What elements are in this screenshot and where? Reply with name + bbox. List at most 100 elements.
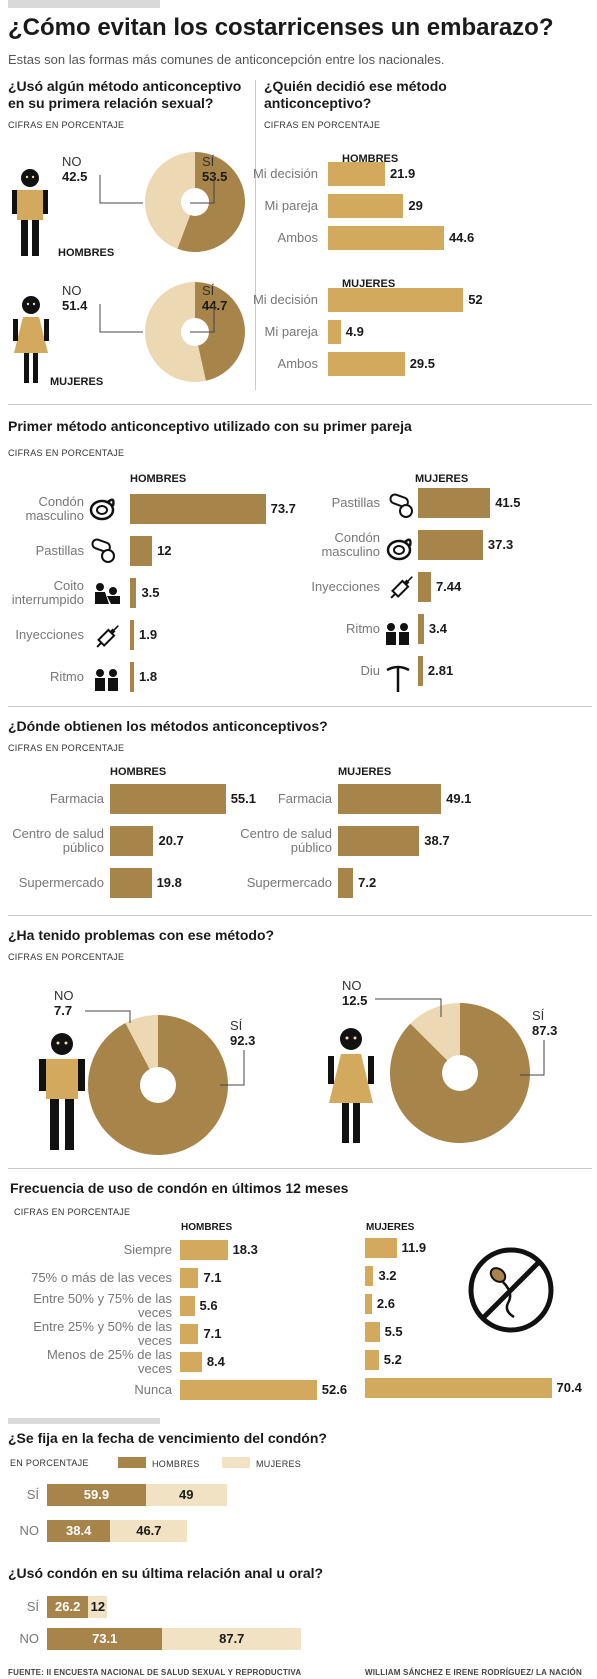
- q3-unit: CIFRAS EN PORCENTAJE: [8, 448, 125, 458]
- q1-m-no: NO 51.4: [62, 283, 88, 313]
- syringe-icon: [96, 625, 119, 648]
- q7-title: ¿Se fija en la fecha de vencimiento del …: [8, 1430, 327, 1446]
- bar-value: 12: [157, 543, 172, 558]
- q8-title: ¿Usó condón en su última relación anal u…: [8, 1565, 324, 1581]
- bar-value: 52.6: [321, 1382, 348, 1397]
- page-subtitle: Estas son las formas más comunes de anti…: [8, 52, 445, 67]
- pie-slice-no: [145, 152, 195, 249]
- q6-mujeres-label: MUJERES: [366, 1222, 415, 1233]
- q5-unit: CIFRAS EN PORCENTAJE: [8, 952, 125, 962]
- q5-m-si-leader: [520, 1040, 545, 1076]
- bar: [418, 656, 423, 686]
- bar-value: 7.1: [203, 1326, 222, 1341]
- bar-label: Menos de 25% de las veces: [46, 1347, 172, 1376]
- bar-label: Siempre: [123, 1242, 172, 1257]
- bar: [130, 494, 266, 524]
- pie-hole: [442, 1055, 478, 1091]
- stack-segment: 73.1: [47, 1628, 163, 1650]
- bar-label: Entre 25% y 50% de las veces: [33, 1319, 172, 1348]
- q1-h-si: SÍ 53.5: [202, 154, 228, 184]
- bar: [180, 1380, 317, 1400]
- q4-mujeres-label: MUJERES: [338, 766, 392, 778]
- woman-icon: [328, 1028, 374, 1143]
- q1-h-no-leader: [99, 175, 143, 204]
- bar-label: Farmacia: [49, 791, 104, 806]
- bar: [418, 488, 491, 518]
- bar-label: Pastillas: [331, 495, 380, 510]
- bar-value: 2.6: [376, 1296, 395, 1311]
- bar-value: 5.6: [199, 1298, 218, 1313]
- q6-unit: CIFRAS EN PORCENTAJE: [14, 1207, 131, 1217]
- q2-mujeres-label: MUJERES: [342, 278, 396, 290]
- bar-label: Diu: [360, 663, 380, 678]
- bar: [365, 1378, 552, 1398]
- bar-label: Ambos: [277, 230, 318, 245]
- q4-title: ¿Dónde obtienen los métodos anticoncepti…: [8, 718, 328, 734]
- bar: [338, 868, 354, 898]
- stack-category: NO: [19, 1523, 40, 1538]
- bar: [365, 1238, 397, 1258]
- q1-unit: CIFRAS EN PORCENTAJE: [8, 120, 125, 130]
- pie-q5-hombres: [87, 1015, 228, 1155]
- q5-h-no: NO 7.7: [54, 988, 74, 1018]
- stack-segment: 38.4: [47, 1520, 111, 1542]
- bar-value: 5.2: [383, 1352, 402, 1367]
- bar: [110, 868, 152, 898]
- q5-h-si-leader: [220, 1050, 245, 1086]
- bar-value: 20.7: [158, 833, 184, 848]
- q1-h-si-leader: [190, 175, 215, 204]
- man-icon: [39, 1033, 85, 1150]
- q5-m-no-leader: [375, 998, 442, 1017]
- bar: [180, 1240, 228, 1260]
- legend-label-mujeres: MUJERES: [256, 1459, 302, 1469]
- bar-value: 29.5: [409, 356, 435, 371]
- bar-value: 7.2: [358, 875, 377, 890]
- bar: [328, 320, 341, 344]
- pie-slice-si: [177, 152, 246, 252]
- stack-segment: 59.9: [47, 1484, 146, 1506]
- q3-mujeres-label: MUJERES: [415, 473, 469, 485]
- syringe-icon: [390, 576, 413, 599]
- bar: [130, 620, 134, 650]
- pie-q1-mujeres: [144, 282, 245, 382]
- q5-h-no-leader: [85, 1010, 131, 1023]
- bar-label: Centro de salud público: [240, 826, 332, 855]
- q1-mujeres-label: MUJERES: [50, 376, 104, 388]
- pie-slice-no: [410, 1003, 460, 1073]
- pie-q5-mujeres: [390, 1003, 530, 1143]
- q5-m-si: SÍ 87.3: [532, 1008, 558, 1038]
- couple-icon: [386, 623, 409, 645]
- bar: [110, 826, 154, 856]
- bar-value: 1.8: [139, 669, 158, 684]
- bar-value: 49.1: [446, 791, 472, 806]
- bar-value: 37.3: [487, 537, 514, 552]
- pill-icon: [91, 538, 115, 563]
- bar-value: 7.1: [203, 1270, 222, 1285]
- pie-q1-hombres: [145, 152, 246, 252]
- bar-label: Nunca: [134, 1382, 172, 1397]
- iud-icon: [386, 665, 410, 692]
- bar-label: Supermercado: [246, 875, 332, 890]
- divider-5: [8, 1418, 160, 1424]
- divider-4: [8, 1168, 592, 1169]
- legend-swatch-hombres: [118, 1457, 146, 1468]
- bar: [180, 1324, 199, 1344]
- q1-hombres-label: HOMBRES: [58, 247, 115, 259]
- stack-segment: 46.7: [110, 1520, 188, 1542]
- bar: [130, 662, 134, 692]
- couple-icon: [95, 669, 118, 691]
- footer-source: FUENTE: II ENCUESTA NACIONAL DE SALUD SE…: [8, 1668, 302, 1677]
- bar-label: Condón masculino: [25, 494, 84, 523]
- bar: [365, 1350, 379, 1370]
- q6-title: Frecuencia de uso de condón en últimos 1…: [10, 1180, 349, 1196]
- pie-slice-si: [195, 282, 245, 381]
- bar-value: 8.4: [206, 1354, 225, 1369]
- bar-value: 3.2: [378, 1268, 397, 1283]
- q3-hombres-label: HOMBRES: [130, 473, 187, 485]
- bar-label: Centro de salud público: [12, 826, 104, 855]
- bar: [328, 288, 464, 312]
- bar-label: Inyecciones: [15, 627, 84, 642]
- bar: [328, 226, 444, 250]
- q3-title: Primer método anticonceptivo utilizado c…: [8, 418, 412, 434]
- bar-label: Entre 50% y 75% de las veces: [33, 1291, 172, 1320]
